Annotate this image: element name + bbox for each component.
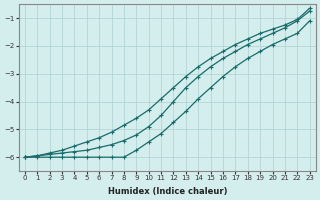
X-axis label: Humidex (Indice chaleur): Humidex (Indice chaleur) <box>108 187 227 196</box>
